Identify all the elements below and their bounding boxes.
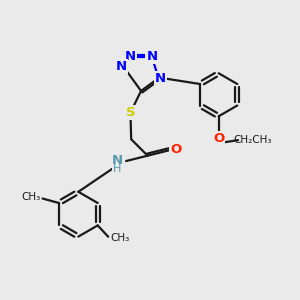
- Text: N: N: [116, 60, 127, 73]
- Text: S: S: [126, 106, 135, 119]
- Text: O: O: [213, 132, 224, 145]
- Text: N: N: [155, 72, 166, 85]
- Text: CH₃: CH₃: [21, 192, 40, 202]
- Text: N: N: [124, 50, 136, 63]
- Text: N: N: [146, 50, 158, 63]
- Text: H: H: [113, 164, 121, 174]
- Text: CH₃: CH₃: [111, 233, 130, 243]
- Text: CH₂CH₃: CH₂CH₃: [234, 135, 272, 145]
- Text: O: O: [170, 142, 181, 156]
- Text: N: N: [112, 154, 123, 167]
